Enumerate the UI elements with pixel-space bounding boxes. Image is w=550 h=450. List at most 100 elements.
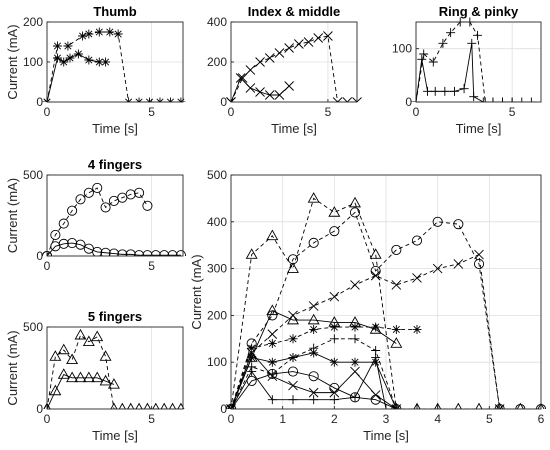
data-point-plus: [430, 86, 440, 96]
data-point-circle: [67, 237, 78, 249]
data-point-asterisk: [267, 338, 277, 348]
data-point-plus: [498, 97, 508, 102]
data-point-x: [245, 65, 256, 75]
data-point-x: [284, 81, 294, 91]
data-point-circle: [92, 246, 103, 256]
data-point-triangle: [152, 402, 160, 409]
x-tick-label: 0: [44, 412, 51, 426]
x-tick-label: 4: [434, 412, 441, 426]
data-point-circle: [58, 218, 69, 229]
data-point-circle: [100, 202, 111, 213]
data-point-x: [332, 97, 343, 102]
panel-four: 0 5 0 500 4 fingers Current (mA): [5, 157, 186, 273]
data-point-circle: [58, 238, 69, 249]
x-axis-label: Time [s]: [92, 428, 138, 443]
data-point-circle: [329, 226, 340, 237]
data-point-plus: [438, 38, 448, 48]
data-point-asterisk: [412, 324, 422, 334]
data-point-x: [313, 33, 324, 43]
data-point-circle: [349, 207, 361, 218]
data-point-circle: [92, 182, 103, 194]
series-1: [226, 73, 294, 102]
data-point-circle: [125, 189, 136, 200]
data-point-plus: [329, 334, 339, 344]
series-line: [415, 21, 532, 102]
data-point-circle: [329, 382, 340, 393]
data-layer: [42, 27, 186, 102]
x-tick-label: 0: [413, 105, 420, 119]
x-tick-label: 0: [44, 105, 51, 119]
data-point-asterisk: [391, 324, 401, 334]
data-point-triangle: [168, 402, 177, 409]
data-point-triangle: [390, 337, 403, 348]
data-point-triangle: [287, 262, 299, 273]
data-point-circle: [411, 235, 423, 246]
data-point-asterisk: [94, 27, 104, 37]
chart-title: Index & middle: [248, 4, 340, 19]
data-point-plus: [473, 30, 483, 40]
series-1: [42, 49, 111, 102]
data-point-asterisk: [52, 53, 62, 63]
data-point-plus: [467, 38, 477, 48]
data-point-plus: [288, 395, 298, 405]
chart-title: 4 fingers: [88, 157, 142, 172]
data-point-triangle: [91, 371, 104, 383]
data-point-asterisk: [309, 348, 319, 358]
panel-index: 0 5 0 200 400 Index & middle Time [s]: [207, 4, 362, 136]
chart-title: Thumb: [93, 4, 136, 19]
x-tick-label: 0: [228, 105, 235, 119]
data-point-asterisk: [73, 49, 83, 59]
series-line: [230, 371, 397, 409]
data-point-circle: [308, 371, 319, 382]
data-point-asterisk: [309, 324, 319, 334]
data-point-triangle: [307, 313, 320, 325]
y-tick-label: 100: [207, 355, 227, 369]
data-point-triangle: [266, 304, 279, 315]
data-point-circle: [246, 375, 257, 386]
data-point-x: [474, 249, 484, 260]
data-point-circle: [167, 250, 178, 256]
data-point-circle: [453, 219, 464, 230]
data-point-triangle: [160, 402, 168, 409]
y-tick-label: 500: [23, 168, 43, 182]
axes-frame: [46, 326, 184, 410]
axes-frame: [415, 21, 542, 103]
data-point-plus: [329, 395, 339, 405]
data-point-circle: [349, 392, 361, 403]
data-point-x: [246, 348, 257, 358]
data-point-x: [370, 270, 381, 281]
data-point-triangle: [118, 402, 126, 409]
data-point-x: [288, 380, 298, 391]
data-point-plus: [459, 84, 469, 94]
data-point-x: [255, 57, 265, 67]
data-point-triangle: [537, 402, 545, 409]
data-point-triangle: [516, 402, 524, 409]
y-tick-label: 500: [23, 320, 43, 334]
x-axis-label: Time [s]: [363, 428, 409, 443]
data-point-plus: [449, 86, 459, 96]
data-point-plus: [428, 57, 438, 67]
series-1: [43, 368, 120, 409]
data-point-plus: [488, 97, 498, 102]
data-point-x: [453, 259, 464, 269]
y-tick-label: 0: [405, 95, 412, 109]
x-tick-label: 5: [148, 412, 155, 426]
data-point-asterisk: [247, 353, 257, 363]
data-point-asterisk: [350, 357, 360, 367]
y-tick-label: 0: [220, 95, 227, 109]
data-point-circle: [75, 239, 86, 250]
data-point-x: [235, 73, 246, 83]
data-point-x: [274, 48, 285, 58]
data-point-triangle: [454, 402, 462, 409]
data-point-plus: [423, 86, 433, 96]
data-point-triangle: [143, 402, 151, 409]
data-point-asterisk: [52, 41, 62, 51]
data-point-plus: [417, 54, 427, 64]
data-point-triangle: [127, 402, 135, 409]
data-point-asterisk: [288, 334, 298, 344]
y-tick-label: 0: [220, 402, 227, 416]
chart-title: Ring & pinky: [439, 4, 519, 19]
series-line: [230, 197, 541, 409]
data-point-x: [284, 43, 294, 53]
